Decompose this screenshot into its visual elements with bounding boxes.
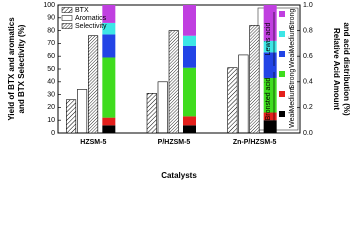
bar (238, 54, 249, 134)
y2-axis-title: and acid distribution (%) (342, 22, 351, 116)
legend-label: Strong (289, 9, 296, 30)
x-tick-label: P/HZSM-5 (158, 139, 191, 146)
legend-label: BTX (75, 7, 89, 14)
y-tick-label: 40 (47, 79, 55, 86)
x-tick-label: Zn-P/HZSM-5 (233, 139, 277, 146)
legend-group-label: Bronsted acid (265, 77, 272, 120)
x-axis-title: Catalysts (161, 171, 197, 180)
stacked-bar-segment (102, 57, 116, 118)
stacked-bar-segment (183, 5, 196, 36)
y-tick-label: 70 (47, 40, 55, 47)
legend-swatch (61, 15, 73, 21)
legend-label: Medium (289, 86, 296, 111)
y2-tick-label: 0.0 (303, 130, 313, 137)
y-tick-label: 90 (47, 15, 55, 22)
legend-swatch (279, 31, 285, 37)
legend-label: Selectivity (75, 23, 107, 30)
y-tick-label: 0 (51, 130, 55, 137)
legend-label: Weak (289, 50, 296, 68)
stacked-bar-segment (263, 112, 277, 121)
bar (66, 99, 77, 134)
legend-swatch (279, 71, 285, 77)
legend-group-label: Lewis acid (265, 23, 272, 56)
chart: Catalysts Yield of BTX and aromatics and… (7, 2, 351, 180)
legend-swatch (61, 23, 73, 29)
legend-label: Aromatics (75, 15, 107, 22)
y-axis-title: Yield of BTX and aromatics (7, 17, 16, 121)
legend-swatch (61, 7, 73, 13)
stacked-bar-segment (183, 125, 196, 133)
stacked-bar-segment (183, 35, 196, 46)
bar (249, 25, 260, 134)
y2-tick-label: 0.2 (303, 104, 313, 111)
legend-swatch (279, 111, 285, 117)
stacked-bar-segment (183, 45, 196, 68)
y-tick-label: 10 (47, 117, 55, 124)
legend-label: Medium (289, 26, 296, 51)
stacked-bar-segment (263, 120, 277, 133)
stacked-bar-segment (102, 5, 116, 23)
y2-axis-title: Relative Acid Amount (332, 28, 341, 110)
y-tick-label: 60 (47, 53, 55, 60)
y2-tick-label: 0.8 (303, 27, 313, 34)
stacked-bar-segment (263, 5, 277, 41)
bar (146, 93, 157, 134)
stacked-bar-segment (102, 34, 116, 58)
y-tick-label: 20 (47, 104, 55, 111)
legend-swatch (279, 91, 285, 97)
legend-swatch (279, 51, 285, 57)
bar (157, 81, 168, 134)
bar (88, 35, 99, 134)
bar (227, 67, 238, 134)
y2-tick-label: 1.0 (303, 2, 313, 9)
bar (168, 30, 179, 134)
y2-tick-label: 0.6 (303, 53, 313, 60)
stacked-bar-segment (102, 125, 116, 133)
legend-label: Weak (289, 110, 296, 128)
y-tick-label: 30 (47, 91, 55, 98)
y-tick-label: 80 (47, 27, 55, 34)
stacked-bar-segment (263, 40, 277, 53)
bar (77, 89, 88, 134)
legend-label: Strong (289, 69, 296, 90)
stacked-bar-segment (183, 116, 196, 126)
y-tick-label: 50 (47, 66, 55, 73)
y-tick-label: 100 (43, 2, 55, 9)
stacked-bar-segment (102, 117, 116, 126)
x-tick-label: HZSM-5 (80, 139, 106, 146)
legend-swatch (279, 11, 285, 17)
stacked-bar-segment (183, 67, 196, 117)
stacked-bar-segment (102, 22, 116, 35)
y-axis-title: and BTX Selectivity (%) (17, 24, 26, 113)
stacked-bar-segment (263, 52, 277, 78)
y2-tick-label: 0.4 (303, 79, 313, 86)
stacked-bar-segment (263, 77, 277, 113)
